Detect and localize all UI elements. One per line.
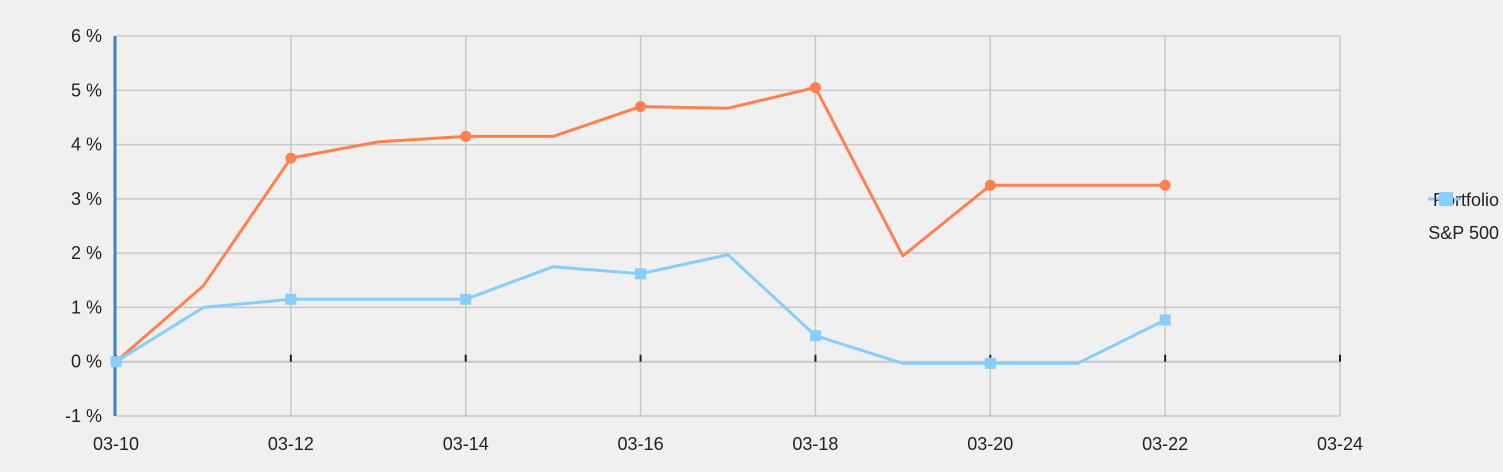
- tick-labels: -1 % 0 % 1 % 2 % 3 % 4 % 5 % 6 % 03-10 03-12 03-14…: [65, 26, 1363, 454]
- y-tick-label: 5 %: [71, 80, 102, 100]
- y-tick-label: 2 %: [71, 243, 102, 263]
- legend-marker-sp500: [1439, 192, 1454, 206]
- data-point-sp500: [110, 356, 122, 368]
- data-point-portfolio: [984, 179, 996, 191]
- data-point-portfolio: [809, 82, 821, 94]
- x-tick-label: 03-14: [443, 434, 489, 454]
- legend-item-sp500[interactable]: S&P 500: [1428, 192, 1499, 244]
- legend-label-sp500: S&P 500: [1428, 223, 1499, 243]
- data-point-portfolio: [635, 101, 647, 113]
- x-tick-label: 03-12: [268, 434, 314, 454]
- data-point-sp500: [1159, 314, 1171, 326]
- x-tick-label: 03-22: [1142, 434, 1188, 454]
- y-tick-label: 0 %: [71, 352, 102, 372]
- data-point-portfolio: [460, 130, 472, 142]
- grid: [116, 35, 1341, 417]
- axes: [113, 36, 1341, 416]
- data-point-sp500: [984, 357, 996, 369]
- data-point-sp500: [635, 268, 647, 280]
- data-point-portfolio: [1159, 179, 1171, 191]
- data-point-sp500: [285, 293, 297, 305]
- y-tick-label: 6 %: [71, 26, 102, 46]
- y-tick-label: 4 %: [71, 135, 102, 155]
- series: [110, 82, 1171, 369]
- x-tick-label: 03-10: [93, 434, 139, 454]
- data-point-sp500: [809, 330, 821, 342]
- x-tick-label: 03-18: [792, 434, 838, 454]
- data-point-sp500: [460, 293, 472, 305]
- y-tick-label: 1 %: [71, 297, 102, 317]
- x-tick-label: 03-24: [1317, 434, 1363, 454]
- legend: Portfolio S&P 500: [1428, 190, 1499, 244]
- y-tick-label: 3 %: [71, 189, 102, 209]
- x-tick-label: 03-20: [967, 434, 1013, 454]
- x-tick-label: 03-16: [618, 434, 664, 454]
- y-tick-label: -1 %: [65, 406, 102, 426]
- data-point-portfolio: [285, 152, 297, 164]
- legend-swatch-sp500: [1428, 192, 1465, 206]
